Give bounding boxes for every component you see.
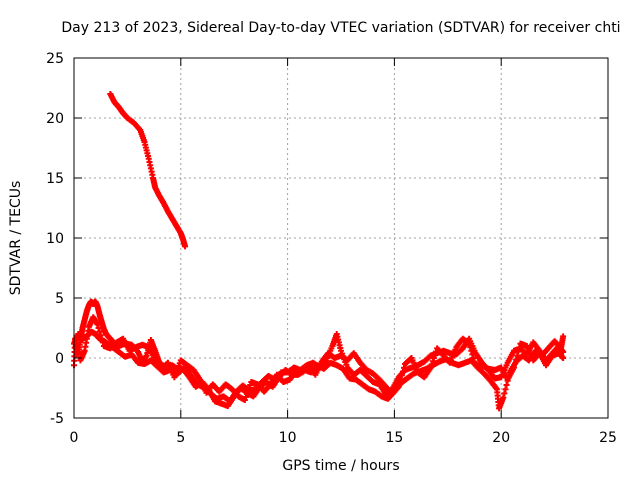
data-point (466, 340, 473, 347)
data-point (514, 352, 521, 359)
data-point (399, 368, 406, 375)
data-point (427, 364, 434, 371)
data-point (429, 358, 436, 365)
data-point (397, 376, 404, 383)
data-point (513, 356, 520, 363)
x-axis-label: GPS time / hours (282, 458, 399, 474)
data-point (98, 335, 105, 342)
series-trace-c (77, 314, 567, 403)
data-point (395, 383, 402, 390)
data-point (515, 348, 522, 355)
data-point (560, 333, 567, 340)
y-tick-label: -5 (50, 411, 64, 427)
data-point (99, 339, 106, 346)
x-axis-ticks: 0 5 10 15 20 25 (70, 58, 617, 446)
series-high-arc (107, 91, 189, 250)
data-point (503, 382, 510, 388)
data-point (396, 380, 403, 386)
data-point (512, 360, 519, 367)
data-point (428, 361, 435, 368)
data-point (94, 321, 101, 328)
y-tick-label: 15 (46, 171, 64, 187)
data-point (95, 325, 102, 331)
data-point (560, 355, 567, 361)
x-tick-label: 20 (492, 430, 510, 446)
x-tick-label: 25 (599, 430, 617, 446)
y-axis-ticks: -5 0 5 10 15 20 25 (46, 51, 608, 427)
data-point (471, 358, 478, 365)
data-point (516, 344, 523, 351)
x-tick-label: 10 (279, 430, 297, 446)
data-point (469, 351, 476, 358)
y-tick-label: 20 (46, 111, 64, 127)
data-point (431, 351, 438, 358)
data-point (470, 355, 477, 361)
x-tick-label: 0 (70, 430, 79, 446)
data-point (401, 364, 408, 371)
data-point (182, 243, 189, 250)
x-tick-label: 5 (176, 430, 185, 446)
data-point (500, 394, 507, 401)
data-point (97, 332, 104, 339)
data-point (467, 344, 474, 351)
data-point (501, 390, 508, 397)
y-tick-label: 25 (46, 51, 64, 67)
data-point (468, 347, 475, 354)
x-tick-label: 15 (385, 430, 403, 446)
chart-title: Day 213 of 2023, Sidereal Day-to-day VTE… (61, 20, 620, 36)
y-tick-label: 0 (55, 351, 64, 367)
data-point (96, 328, 103, 335)
data-point (511, 364, 518, 371)
data-point (430, 355, 437, 361)
y-tick-label: 5 (55, 291, 64, 307)
data-point (502, 386, 509, 393)
data-point (398, 372, 405, 379)
y-axis-label: SDTVAR / TECUs (8, 181, 24, 296)
data-points (71, 91, 567, 412)
y-tick-label: 10 (46, 231, 64, 247)
